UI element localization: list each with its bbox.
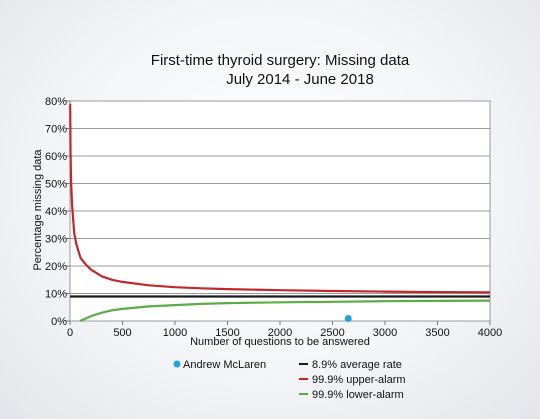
y-tick-label: 50% xyxy=(45,179,67,191)
series-line-3 xyxy=(79,299,491,323)
chart-subtitle: July 2014 - June 2018 xyxy=(226,71,374,88)
x-tick-label: 2500 xyxy=(320,327,344,339)
x-axis-label: Number of questions to be answered xyxy=(190,336,370,348)
legend: Andrew McLaren 8.9% average rate 99.9% upp… xyxy=(173,359,406,401)
x-axis-ticks: 0 500 1000 1500 2000 2500 3000 3500 4000 xyxy=(67,321,502,339)
legend-label-series: 99.9% upper-alarm xyxy=(312,374,406,386)
y-tick-label: 80% xyxy=(45,96,67,108)
y-tick-label: 70% xyxy=(45,124,67,136)
y-tick-label: 60% xyxy=(45,151,67,163)
gridlines xyxy=(70,128,490,294)
x-tick-label: 1000 xyxy=(163,327,187,339)
y-axis-label: Percentage missing data xyxy=(32,149,44,271)
y-tick-label: 20% xyxy=(45,261,67,273)
series-lines xyxy=(69,103,491,323)
legend-label-series: 8.9% average rate xyxy=(312,359,402,371)
x-tick-label: 2000 xyxy=(268,327,292,339)
x-tick-label: 3000 xyxy=(373,327,397,339)
data-points xyxy=(344,315,352,323)
y-tick-label: 40% xyxy=(45,206,67,218)
x-tick-label: 3500 xyxy=(425,327,449,339)
y-tick-label: 0% xyxy=(51,316,67,328)
series-line-2 xyxy=(69,103,491,294)
x-tick-label: 1500 xyxy=(215,327,239,339)
y-tick-label: 30% xyxy=(45,234,67,246)
legend-point-marker xyxy=(173,360,181,368)
y-tick-label: 10% xyxy=(45,289,67,301)
chart-title: First-time thyroid surgery: Missing data xyxy=(151,52,410,69)
x-tick-label: 4000 xyxy=(478,327,502,339)
x-tick-label: 500 xyxy=(113,327,131,339)
legend-label-series: 99.9% lower-alarm xyxy=(312,389,404,401)
data-point xyxy=(344,315,352,323)
y-axis-ticks: 0% 10% 20% 30% 40% 50% 60% 70% 80% xyxy=(45,96,70,328)
x-tick-label: 0 xyxy=(67,327,73,339)
legend-label-point: Andrew McLaren xyxy=(183,359,266,371)
